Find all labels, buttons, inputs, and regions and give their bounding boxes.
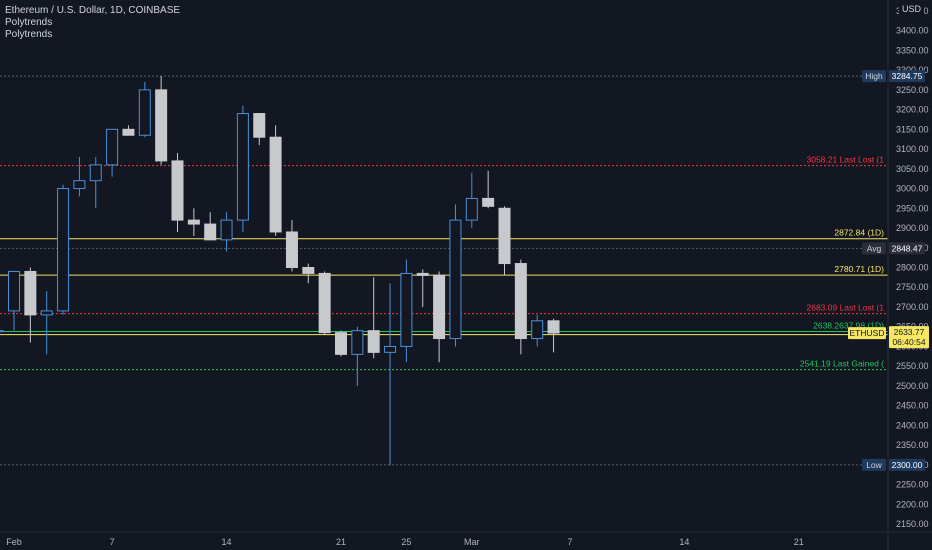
- candle-body[interactable]: [351, 330, 364, 355]
- time-tick-label: Mar: [464, 537, 480, 547]
- tag-title-bg-low: [862, 458, 886, 471]
- price-tick-label: 2350.00: [896, 440, 929, 450]
- symbol-tag-bg: [848, 327, 886, 340]
- price-tick-label: 3200.00: [896, 105, 929, 115]
- level-label-level-2872: 2872.84 (1D): [834, 228, 884, 238]
- level-label-last-lost-2: 2683.09 Last Lost (1: [806, 303, 884, 313]
- tag-title-bg-high: [862, 70, 886, 83]
- price-tick-label: 3000.00: [896, 184, 929, 194]
- time-tick-label: 7: [110, 537, 115, 547]
- price-tick-label: 3400.00: [896, 26, 929, 36]
- tag-title-low: Low: [866, 460, 882, 470]
- price-tick-label: 2400.00: [896, 420, 929, 430]
- candle-body[interactable]: [73, 180, 86, 190]
- candle-body[interactable]: [302, 267, 315, 274]
- candle-body[interactable]: [0, 330, 4, 333]
- chart-legend: Ethereum / U.S. Dollar, 1D, COINBASE Pol…: [5, 5, 180, 41]
- price-tick-label: 2700.00: [896, 302, 929, 312]
- time-tick-label: Feb: [6, 537, 22, 547]
- candles-layer[interactable]: [0, 76, 560, 465]
- time-tick-label: 21: [794, 537, 804, 547]
- price-tick-label: 2150.00: [896, 519, 929, 529]
- candle-body[interactable]: [138, 89, 151, 136]
- tag-title-high: High: [865, 71, 883, 81]
- candle-body[interactable]: [253, 113, 266, 138]
- indicator-label-1[interactable]: Polytrends: [5, 17, 53, 28]
- candle-body[interactable]: [318, 272, 331, 334]
- candle-body[interactable]: [482, 197, 495, 207]
- price-tick-label: 3300.00: [896, 65, 929, 75]
- price-axis[interactable]: 2150.002200.002250.002300.002350.002400.…: [896, 6, 929, 529]
- candle-body[interactable]: [400, 272, 413, 347]
- price-tags-layer: High 3284.75 Avg 2848.47 Low 2300.00 ETHUSD 263…: [848, 70, 929, 471]
- current-price-value: 2633.77: [894, 327, 925, 337]
- candle-body[interactable]: [367, 330, 380, 353]
- level-label-last-lost-1: 3058.21 Last Lost (1: [806, 155, 884, 165]
- currency-button[interactable]: USD: [898, 3, 924, 15]
- candle-body[interactable]: [204, 223, 217, 241]
- tag-value-low: 2300.00: [892, 460, 923, 470]
- price-tick-label: 2500.00: [896, 381, 929, 391]
- price-tick-label: 3050.00: [896, 164, 929, 174]
- candle-body[interactable]: [514, 263, 527, 340]
- candle-body[interactable]: [187, 219, 200, 225]
- price-tick-label: 3350.00: [896, 45, 929, 55]
- candle-body[interactable]: [89, 164, 102, 182]
- tag-title-bg-avg: [862, 242, 886, 255]
- candle-body[interactable]: [220, 219, 233, 241]
- price-tick-label: 2550.00: [896, 361, 929, 371]
- time-tick-label: 14: [222, 537, 232, 547]
- price-tick-label: 2250.00: [896, 480, 929, 490]
- candle-body[interactable]: [384, 345, 397, 353]
- candle-body[interactable]: [547, 320, 560, 334]
- candle-body[interactable]: [236, 113, 249, 221]
- time-tick-label: 25: [401, 537, 411, 547]
- price-tick-label: 2450.00: [896, 401, 929, 411]
- candle-body[interactable]: [498, 207, 511, 265]
- candle-body[interactable]: [531, 320, 544, 340]
- level-label-level-2780: 2780.71 (1D): [834, 264, 884, 274]
- candle-body[interactable]: [285, 231, 298, 269]
- time-tick-label: 7: [567, 537, 572, 547]
- candle-body[interactable]: [335, 332, 347, 355]
- price-tick-label: 3250.00: [896, 85, 929, 95]
- price-tick-label: 2750.00: [896, 282, 929, 292]
- candle-countdown: 06:40:54: [892, 337, 925, 347]
- tag-value-bg-avg: [889, 242, 925, 255]
- time-tick-label: 21: [336, 537, 346, 547]
- candle-body[interactable]: [416, 272, 429, 276]
- level-label-last-gained: 2541.19 Last Gained (: [800, 359, 884, 369]
- candle-body[interactable]: [449, 219, 462, 340]
- time-axis[interactable]: Feb 7 14 21 25 Mar 7 14 21: [6, 537, 804, 547]
- candle-body[interactable]: [269, 136, 282, 233]
- indicator-label-2[interactable]: Polytrends: [5, 29, 53, 40]
- candle-body[interactable]: [171, 160, 184, 221]
- candle-body[interactable]: [8, 270, 20, 312]
- symbol-title[interactable]: Ethereum / U.S. Dollar, 1D, COINBASE: [5, 5, 181, 16]
- level-label-level-2638: 2638.2637.98 (1D): [813, 320, 884, 330]
- candle-body[interactable]: [433, 274, 446, 340]
- tag-value-high: 3284.75: [892, 71, 923, 81]
- symbol-tag: ETHUSD: [850, 328, 885, 338]
- candle-body[interactable]: [106, 128, 119, 166]
- candle-body[interactable]: [122, 128, 135, 136]
- price-tick-label: 2900.00: [896, 223, 929, 233]
- candle-body[interactable]: [40, 310, 53, 316]
- tag-title-avg: Avg: [867, 243, 882, 253]
- tag-value-bg-low: [889, 458, 925, 471]
- tag-value-bg-high: [889, 70, 925, 83]
- current-price-tag-bg: [889, 326, 929, 349]
- candle-body[interactable]: [57, 188, 70, 312]
- tag-value-avg: 2848.47: [892, 243, 923, 253]
- price-tick-label: 2200.00: [896, 499, 929, 509]
- time-tick-label: 14: [679, 537, 689, 547]
- price-tick-label: 3100.00: [896, 144, 929, 154]
- candle-body[interactable]: [24, 270, 37, 316]
- candle-body[interactable]: [155, 89, 168, 162]
- candle-body[interactable]: [465, 197, 478, 221]
- price-tick-label: 2800.00: [896, 263, 929, 273]
- price-tick-label: 3150.00: [896, 124, 929, 134]
- price-tick-label: 2950.00: [896, 203, 929, 213]
